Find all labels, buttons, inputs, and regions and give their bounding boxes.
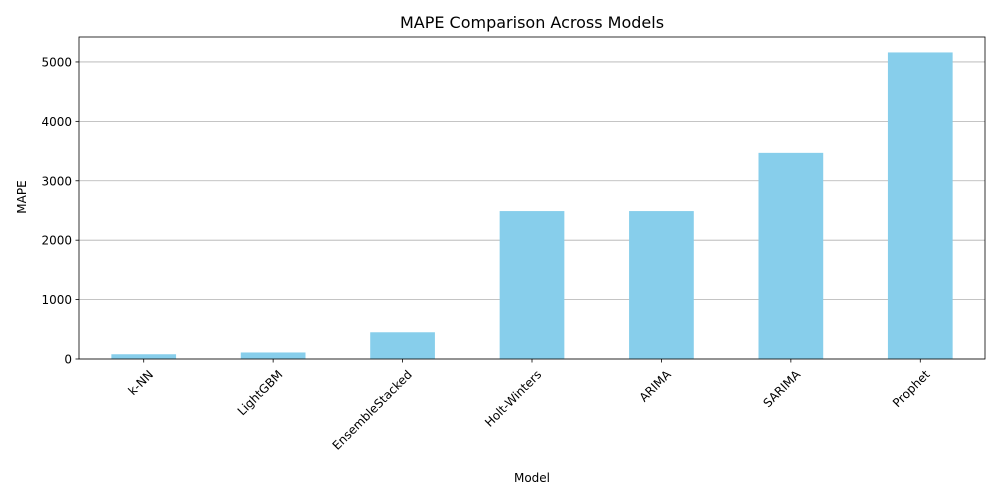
- bar: [887, 52, 953, 359]
- bar: [758, 152, 824, 359]
- x-tick-label: ARIMA: [637, 367, 675, 405]
- y-tick-label: 2000: [41, 234, 72, 248]
- y-tick-label: 0: [64, 353, 72, 367]
- y-ticks: 0 1000 2000 3000 4000 5000: [41, 55, 79, 367]
- y-tick-label: 1000: [41, 293, 72, 307]
- bar: [629, 211, 694, 359]
- y-axis-label: MAPE: [15, 180, 29, 213]
- bar: [240, 352, 306, 359]
- x-tick-label: LightGBM: [235, 367, 286, 418]
- bar: [370, 332, 435, 359]
- x-tick-label: Holt-Winters: [482, 367, 544, 429]
- x-tick-label: k-NN: [125, 367, 156, 398]
- x-ticks: k-NN LightGBM EnsembleStacked Holt-Winters A…: [125, 359, 933, 453]
- bar: [499, 211, 565, 359]
- x-tick-label: EnsembleStacked: [330, 367, 415, 452]
- x-axis-label: Model: [514, 471, 550, 485]
- chart-title: MAPE Comparison Across Models: [400, 13, 664, 32]
- x-tick-label: SARIMA: [760, 367, 803, 410]
- y-tick-label: 3000: [41, 174, 72, 188]
- y-tick-label: 5000: [41, 55, 72, 69]
- y-tick-label: 4000: [41, 115, 72, 129]
- x-tick-label: Prophet: [890, 367, 933, 410]
- bars: [111, 52, 953, 359]
- bar: [111, 354, 177, 359]
